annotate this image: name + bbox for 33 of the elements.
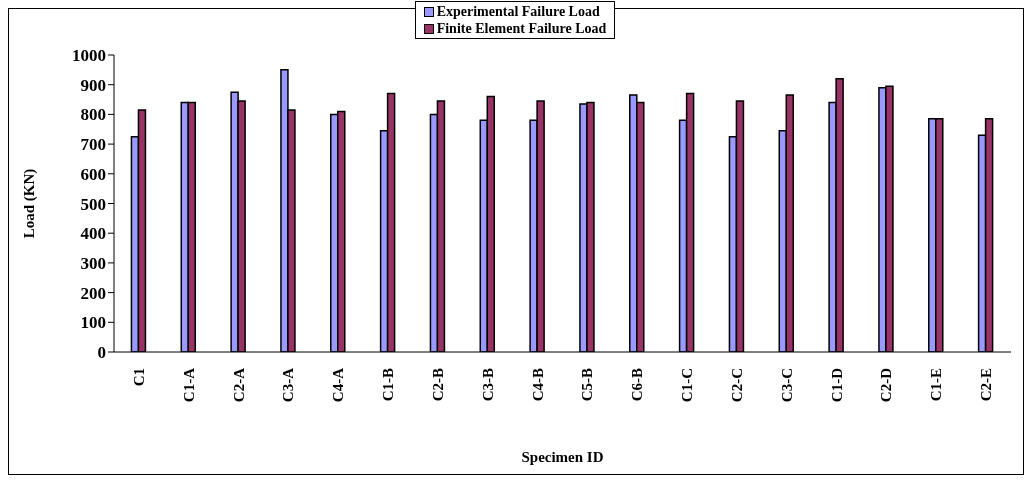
x-tick-label: C2-E: [978, 368, 995, 402]
x-tick-label: C1-D: [828, 367, 845, 403]
x-tick-label: C2-A: [230, 367, 247, 403]
x-tick-label: C1-C: [679, 368, 696, 403]
legend-label: Experimental Failure Load: [436, 3, 600, 20]
y-axis-title: Load (KN): [21, 168, 39, 239]
y-tick-label: 0: [97, 343, 106, 363]
x-tick-label: C5-B: [579, 368, 596, 402]
x-tick-label: C3-A: [280, 367, 297, 403]
y-tick-label: 500: [80, 194, 106, 214]
x-tick-label: C6-B: [629, 368, 646, 402]
x-tick-label: C1-B: [380, 368, 397, 402]
y-tick-label: 100: [80, 313, 106, 333]
y-tick-label: 400: [80, 224, 106, 244]
x-tick-label: C2-D: [878, 367, 895, 403]
y-tick-label: 800: [80, 105, 106, 125]
y-tick-label: 700: [80, 135, 106, 155]
x-axis-title: Specimen ID: [521, 449, 604, 465]
x-tick-label: C1-E: [928, 368, 945, 402]
x-tick-label: C1-A: [180, 367, 197, 403]
y-tick-label: 1000: [72, 46, 106, 66]
x-tick-label: C4-A: [330, 367, 347, 403]
x-tick-label: C2-C: [728, 368, 745, 403]
x-tick-label: C1: [130, 368, 147, 387]
x-tick-label: C4-B: [529, 368, 546, 402]
x-tick-label: C2-B: [429, 368, 446, 402]
y-tick-label: 900: [80, 75, 106, 95]
y-tick-label: 300: [80, 253, 106, 273]
legend-label: Finite Element Failure Load: [436, 20, 607, 37]
y-tick-label: 600: [80, 164, 106, 184]
x-tick-label: C3-C: [778, 368, 795, 403]
y-tick-label: 200: [80, 283, 106, 303]
x-tick-label: C3-B: [479, 368, 496, 402]
